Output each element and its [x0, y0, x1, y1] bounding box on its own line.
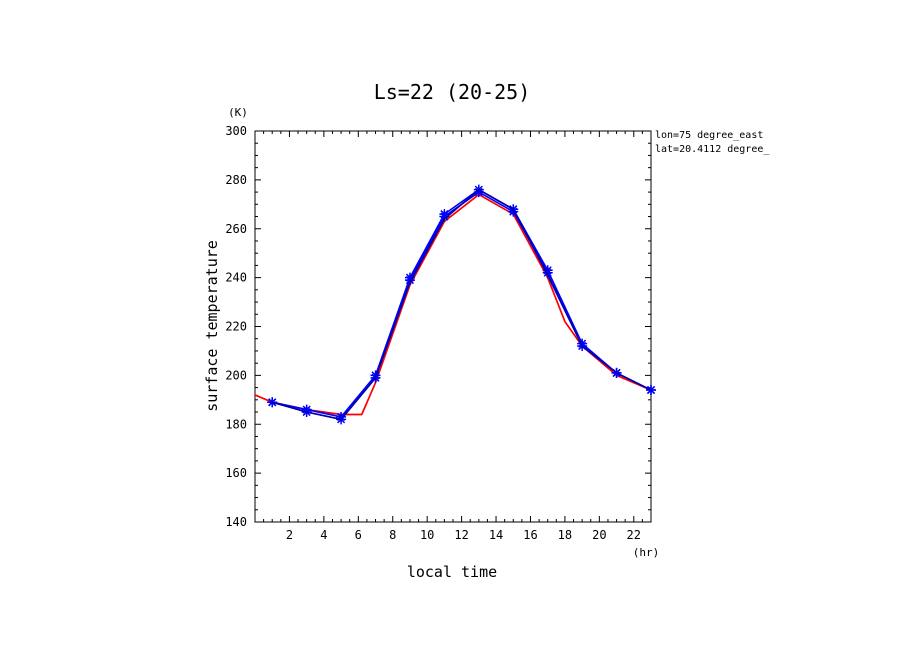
y-tick-label: 180	[225, 417, 247, 431]
y-tick-label: 220	[225, 320, 247, 334]
y-tick-label: 140	[225, 515, 247, 529]
y-tick-label: 260	[225, 222, 247, 236]
series-4-line	[271, 188, 652, 421]
y-tick-label: 200	[225, 368, 247, 382]
x-tick-label: 12	[454, 528, 468, 542]
y-tick-label: 160	[225, 466, 247, 480]
x-tick-label: 20	[592, 528, 606, 542]
latitude-annotation: lat=20.4112 degree_	[655, 144, 770, 155]
x-tick-label: 6	[355, 528, 362, 542]
axes-layer: 2 4 6 8 10 12 14 16 18 20 22 140 160 180 200 220 240 260 2…	[225, 124, 652, 542]
plot-frame	[254, 130, 652, 523]
x-tick-label: 4	[320, 528, 327, 542]
x-tick-label: 8	[389, 528, 396, 542]
chart-title: Ls=22 (20-25)	[374, 80, 531, 104]
series-1-line	[254, 193, 652, 416]
y-tick-label: 280	[225, 173, 247, 187]
y-axis-title: surface temperature	[203, 240, 221, 412]
x-tick-label: 2	[286, 528, 293, 542]
x-tick-label: 16	[523, 528, 537, 542]
x-tick-label: 14	[489, 528, 503, 542]
series-3-line	[271, 191, 652, 421]
longitude-annotation: lon=75 degree_east	[655, 130, 763, 141]
x-axis-unit: (hr)	[633, 546, 660, 559]
y-tick-label: 240	[225, 271, 247, 285]
y-axis-unit: (K)	[228, 106, 248, 119]
series-2-line	[271, 188, 652, 418]
x-tick-label: 18	[558, 528, 572, 542]
x-tick-label: 22	[627, 528, 641, 542]
x-axis-title: local time	[407, 563, 497, 581]
x-tick-label: 10	[420, 528, 434, 542]
series-layer	[254, 184, 657, 425]
y-tick-label: 300	[225, 124, 247, 138]
